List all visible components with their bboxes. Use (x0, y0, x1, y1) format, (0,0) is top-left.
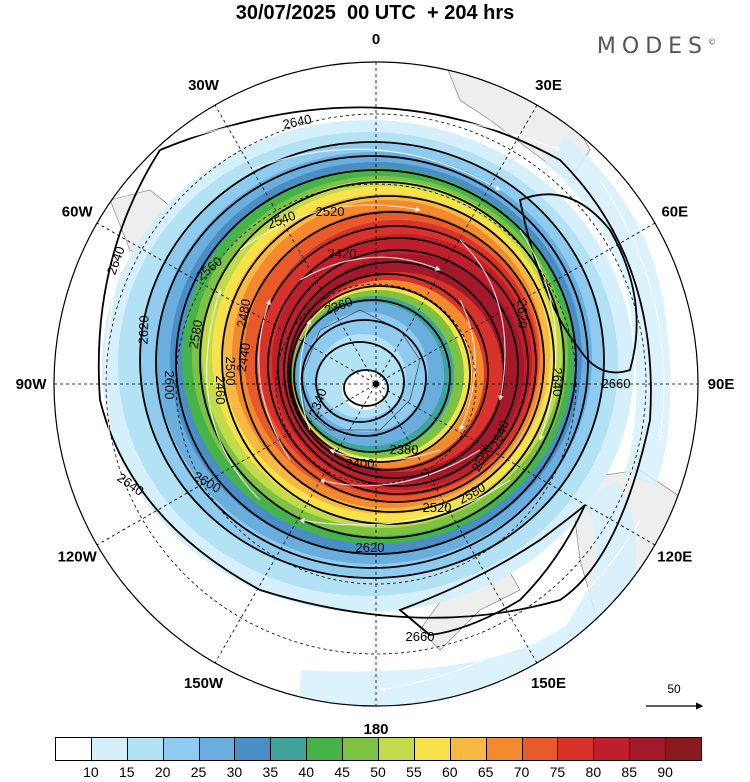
contour-label: 2640 (550, 368, 565, 397)
longitude-label-90w: 90W (16, 376, 48, 393)
colorbar-swatch (270, 737, 308, 761)
contour-label: 2420 (328, 246, 357, 261)
colorbar-swatch (449, 737, 487, 761)
colorbar-tick-label: 30 (226, 764, 243, 780)
longitude-label-120w: 120W (58, 549, 98, 566)
colorbar-swatch (485, 737, 523, 761)
brand-logo: MODES© (597, 34, 716, 59)
copyright-mark: © (708, 37, 716, 47)
colorbar-swatch (521, 737, 559, 761)
pole-marker (373, 381, 379, 387)
colorbar-tick-label: 40 (298, 764, 314, 780)
colorbar-tick-label: 35 (262, 764, 279, 780)
contour-label: 2500 (223, 357, 238, 386)
longitude-label-0: 0 (372, 31, 380, 48)
contour-label: 2440 (234, 342, 254, 373)
contour-label: 2660 (406, 629, 435, 644)
colorbar-tick-label: 70 (513, 764, 530, 780)
map-boundary (53, 61, 699, 707)
colorbar-swatch (306, 737, 344, 761)
vector-key-label: 50 (667, 682, 681, 696)
longitude-labels: 0 30E 60E 90E 120E 150E 180 150W 120W 90W 60W 30W (16, 31, 735, 738)
longitude-label-60e: 60E (661, 204, 688, 221)
polar-stereographic-map: 2640264026402620262026002600258025602540… (16, 31, 735, 738)
longitude-label-60w: 60W (62, 204, 94, 221)
longitude-label-30w: 30W (188, 77, 220, 94)
colorbar-tick-label: 60 (441, 764, 458, 780)
colorbar-swatch (629, 737, 667, 761)
colorbar-swatch (378, 737, 415, 761)
colorbar-swatch (234, 737, 272, 761)
colorbar-tick-label: 15 (118, 764, 135, 780)
brand-name: MODES (596, 34, 708, 59)
colorbar-swatch (55, 737, 92, 761)
colorbar-swatch (126, 737, 164, 761)
colorbar-tick-label: 90 (657, 764, 673, 780)
colorbar-tick-label: 10 (83, 764, 99, 780)
contour-label: 2400 (346, 456, 375, 471)
contour-label: 2480 (234, 298, 254, 329)
contour-label: 2380 (390, 442, 419, 457)
contour-label: 2660 (602, 376, 631, 391)
longitude-label-180: 180 (363, 721, 388, 738)
contour-label: 2520 (423, 500, 452, 515)
colorbar-tick-label: 75 (549, 764, 566, 780)
colorbar-swatch (90, 737, 128, 761)
colorbar-tick-label: 85 (621, 764, 637, 780)
colorbar-tick-label: 45 (334, 764, 350, 780)
colorbar-tick-label: 25 (190, 764, 207, 780)
longitude-label-150w: 150W (184, 675, 224, 692)
colorbar-swatch (413, 737, 451, 761)
contour-label: 2460 (213, 376, 228, 405)
vector-key: 50 (644, 682, 710, 718)
contour-label: 2640 (281, 111, 312, 132)
contour-label: 2620 (515, 300, 530, 329)
colorbar-tick-label: 50 (370, 764, 386, 780)
longitude-label-30e: 30E (535, 77, 562, 94)
map-title: 30/07/2025 00 UTC + 204 hrs (235, 2, 515, 24)
longitude-label-90e: 90E (708, 376, 735, 393)
colorbar-swatch (342, 737, 379, 761)
contour-label: 2580 (186, 319, 206, 350)
contour-label: 2600 (162, 371, 177, 400)
colorbar-swatch (162, 737, 200, 761)
wind-speed-field (97, 62, 698, 706)
height-contours (97, 106, 652, 636)
graticule (54, 62, 698, 706)
colorbar-tick-label: 55 (406, 764, 422, 780)
antarctica-coastline (299, 309, 421, 431)
longitude-label-120e: 120E (657, 549, 692, 566)
contour-label: 2620 (356, 540, 385, 555)
colorbar-tick-label: 65 (477, 764, 494, 780)
vector-key-arrow (646, 702, 704, 710)
colorbar-swatch (198, 737, 236, 761)
colorbar-tick-label: 80 (585, 764, 602, 780)
colorbar (55, 737, 702, 763)
colorbar-swatch (557, 737, 595, 761)
contour-label: 2620 (136, 315, 152, 344)
colorbar-tick-label: 20 (154, 764, 171, 780)
wind-streamlines (104, 111, 665, 692)
contour-label: 2520 (316, 204, 345, 219)
colorbar-swatch (665, 737, 702, 761)
longitude-label-150e: 150E (531, 675, 566, 692)
colorbar-swatch (593, 737, 631, 761)
